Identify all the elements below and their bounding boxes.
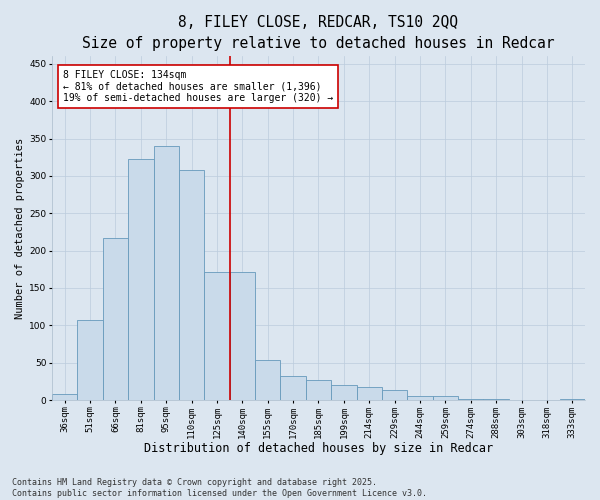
Y-axis label: Number of detached properties: Number of detached properties: [15, 138, 25, 319]
Bar: [382, 390, 407, 400]
Bar: [128, 158, 154, 400]
Bar: [433, 396, 458, 400]
Bar: [407, 396, 433, 400]
Bar: [154, 146, 179, 400]
Bar: [52, 394, 77, 400]
Bar: [280, 376, 306, 400]
Bar: [356, 386, 382, 400]
X-axis label: Distribution of detached houses by size in Redcar: Distribution of detached houses by size …: [144, 442, 493, 455]
Bar: [331, 385, 356, 400]
Bar: [204, 272, 230, 400]
Bar: [77, 320, 103, 400]
Text: 8 FILEY CLOSE: 134sqm
← 81% of detached houses are smaller (1,396)
19% of semi-d: 8 FILEY CLOSE: 134sqm ← 81% of detached …: [62, 70, 333, 103]
Title: 8, FILEY CLOSE, REDCAR, TS10 2QQ
Size of property relative to detached houses in: 8, FILEY CLOSE, REDCAR, TS10 2QQ Size of…: [82, 15, 555, 51]
Bar: [179, 170, 204, 400]
Text: Contains HM Land Registry data © Crown copyright and database right 2025.
Contai: Contains HM Land Registry data © Crown c…: [12, 478, 427, 498]
Bar: [306, 380, 331, 400]
Bar: [255, 360, 280, 400]
Bar: [230, 272, 255, 400]
Bar: [103, 238, 128, 400]
